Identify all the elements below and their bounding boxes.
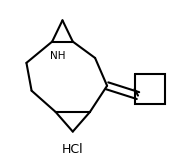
Text: HCl: HCl <box>62 143 84 156</box>
Text: NH: NH <box>50 51 65 61</box>
